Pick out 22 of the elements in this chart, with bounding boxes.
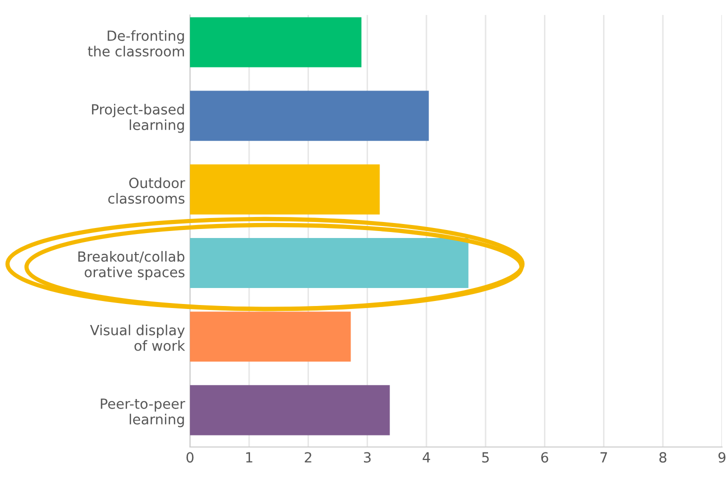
y-tick-label: Breakout/collab orative spaces (78, 251, 184, 280)
x-tick-label: 7 (600, 452, 608, 462)
x-tick-label: 1 (246, 452, 252, 462)
x-tick-label: 0 (186, 452, 194, 463)
bar (190, 312, 351, 362)
bar (190, 385, 390, 436)
y-tick-label: De-fronting the classroom (88, 30, 184, 57)
x-tick-label: 3 (364, 452, 371, 463)
x-tick-label: 9 (718, 452, 726, 463)
bar (190, 17, 362, 68)
bar (190, 238, 468, 288)
y-tick-label: Outdoor classrooms (108, 177, 186, 204)
bar (190, 90, 429, 141)
x-tick-label: 6 (541, 452, 548, 463)
y-tick-label: Visual display of work (90, 324, 186, 351)
y-tick-label: Peer-to-peer learning (100, 398, 186, 428)
x-tick-label: 2 (304, 452, 312, 462)
x-tick-label: 8 (659, 452, 666, 463)
x-tick-label: 4 (422, 452, 430, 462)
bar (190, 164, 380, 214)
x-tick-label: 5 (482, 452, 489, 463)
y-tick-label: Project-based learning (92, 104, 184, 133)
